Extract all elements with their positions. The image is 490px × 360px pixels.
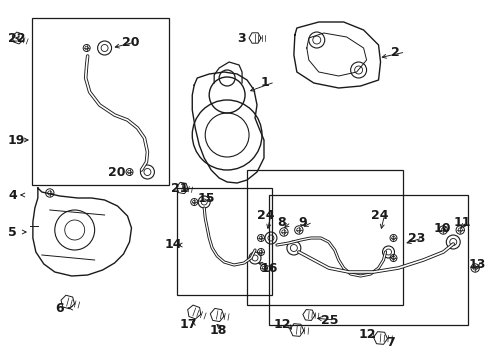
Text: 21: 21 <box>172 181 189 194</box>
Text: 15: 15 <box>197 192 215 204</box>
Text: 2: 2 <box>392 45 400 59</box>
Text: 4: 4 <box>8 189 17 202</box>
Text: 9: 9 <box>299 216 308 229</box>
Text: 22: 22 <box>8 32 25 45</box>
Bar <box>247 170 403 305</box>
Text: 6: 6 <box>55 302 63 315</box>
Text: 25: 25 <box>321 314 338 327</box>
Text: 20: 20 <box>122 36 139 49</box>
Text: 11: 11 <box>453 216 471 229</box>
Text: 7: 7 <box>387 336 395 348</box>
Text: 8: 8 <box>277 216 286 229</box>
Text: 12: 12 <box>274 319 292 332</box>
Text: 17: 17 <box>179 319 197 332</box>
Text: 18: 18 <box>209 324 226 337</box>
Text: 13: 13 <box>468 258 486 271</box>
Text: 14: 14 <box>164 239 182 252</box>
Bar <box>177 188 272 295</box>
Text: 3: 3 <box>237 32 245 45</box>
Text: 24: 24 <box>257 208 274 221</box>
Bar <box>32 18 170 185</box>
Text: 10: 10 <box>433 221 451 234</box>
Text: 16: 16 <box>261 261 278 275</box>
Bar <box>269 195 468 325</box>
Text: 19: 19 <box>8 134 25 147</box>
Text: 5: 5 <box>8 225 17 239</box>
Text: 23: 23 <box>409 231 426 244</box>
Text: 1: 1 <box>261 76 270 89</box>
Text: 12: 12 <box>359 328 376 342</box>
Text: 20: 20 <box>108 166 125 179</box>
Text: 24: 24 <box>370 208 388 221</box>
